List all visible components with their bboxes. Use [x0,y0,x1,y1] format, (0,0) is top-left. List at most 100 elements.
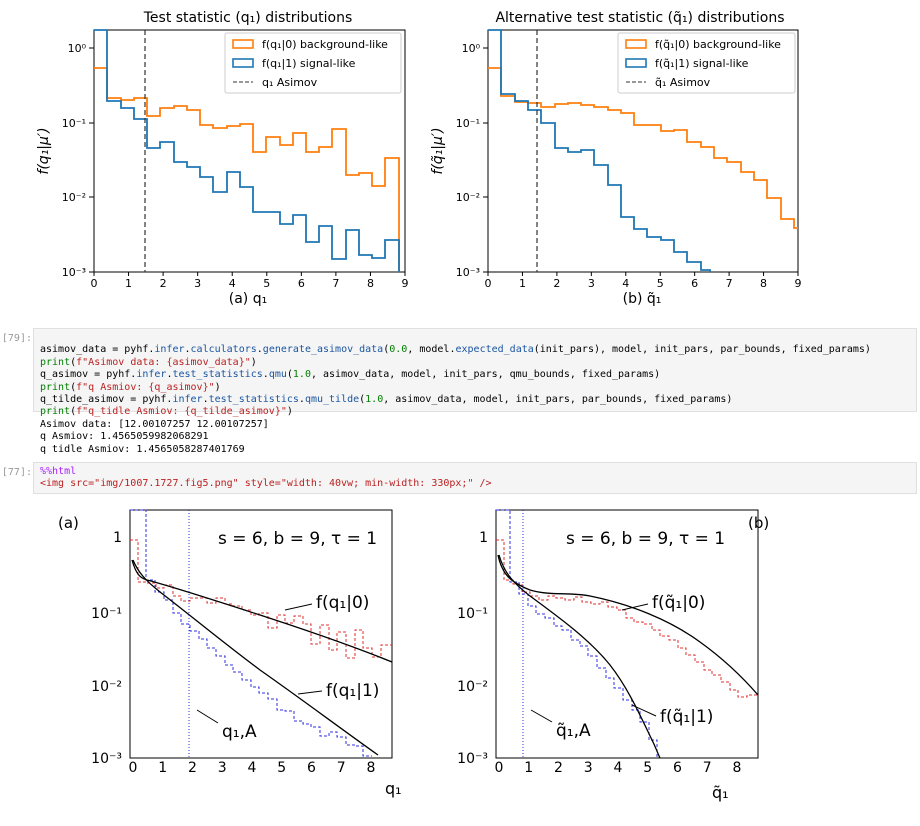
magic-line: %%html [40,466,77,477]
x-tick-label: 5 [277,760,286,776]
svg-text:10⁻³: 10⁻³ [457,751,488,767]
svg-text:10⁻³: 10⁻³ [62,266,86,279]
signal-like-histogram [94,29,400,272]
panel-label: (a) [58,514,79,532]
x-tick-label: 3 [584,760,593,776]
annotation: s = 6, b = 9, τ = 1 [566,529,725,549]
background-curve [131,559,393,663]
x-tick-label: 0 [495,760,504,776]
svg-text:10⁰: 10⁰ [68,42,87,55]
label-asimov: q̃₁,A [556,721,591,741]
x-axis-label: q̃₁ [712,783,729,802]
x-tick-label: 5 [643,760,652,776]
x-axis: 0 1 2 3 4 5 6 7 8 [129,760,376,776]
img-line: <img src="img/1007.1727.fig5.png" style=… [40,478,492,490]
x-axis: 0 1 2 3 4 5 6 7 8 9 [91,272,409,290]
y-axis: 1 10⁻¹ 10⁻² 10⁻³ [91,530,122,767]
arrow [530,709,553,723]
background-hist [130,539,392,659]
background-like-histogram [488,67,798,229]
label-signal: f(q₁|1) [326,681,379,701]
y-axis: 10⁰ 10⁻¹ 10⁻² 10⁻³ [62,42,94,279]
signal-like-histogram [488,29,711,272]
background-curve [497,554,759,696]
output-line: q Asmiov: 1.4565059982068291 [40,431,209,443]
x-tick-label: 3 [218,760,227,776]
plot-title: Test statistic (q₁) distributions [143,10,353,26]
signal-curve [498,554,661,759]
x-tick-label: 4 [614,760,623,776]
x-tick-label: 1 [524,760,533,776]
top-right-plot: Alternative test statistic (q̃₁) distrib… [430,10,802,307]
svg-text:10⁻³: 10⁻³ [456,266,480,279]
legend-background: f(q₁|0) background-like [262,38,388,51]
x-tick-label: 4 [622,277,629,290]
x-axis: 0 1 2 3 4 5 6 7 8 [495,760,742,776]
arrow [621,603,649,611]
x-tick-label: 0 [91,277,98,290]
signal-curve [132,559,379,756]
x-axis-label: (a) q₁ [229,291,267,307]
legend: f(q̃₁|0) background-like f(q̃₁|1) signal… [617,32,796,94]
y-axis: 10⁰ 10⁻¹ 10⁻² 10⁻³ [456,42,488,279]
x-tick-label: 3 [588,277,595,290]
x-tick-label: 5 [263,277,270,290]
plot-frame [487,29,799,273]
y-axis-label: f(q̃₁|μ′) [430,127,446,174]
svg-text:1: 1 [113,530,122,546]
x-tick-label: 2 [188,760,197,776]
plot-frame [129,509,393,759]
x-axis: 0 1 2 3 4 5 6 7 8 9 [485,272,802,290]
y-axis-label: f(q₁|μ′) [36,127,52,174]
output-line: Asimov data: [12.00107257 12.00107257] [40,419,269,430]
x-tick-label: 8 [367,277,374,290]
legend-background: f(q̃₁|0) background-like [655,38,781,51]
x-tick-label: 6 [298,277,305,290]
svg-text:10⁰: 10⁰ [462,42,481,55]
plot-frame [495,509,759,759]
code-cell-77[interactable]: %%html <img src="img/1007.1727.fig5.png" … [33,462,917,494]
x-tick-label: 2 [553,277,560,290]
legend-asimov: q̃₁ Asimov [655,76,711,89]
x-tick-label: 0 [485,277,492,290]
signal-hist [496,509,658,758]
x-tick-label: 2 [554,760,563,776]
annotation: s = 6, b = 9, τ = 1 [218,529,377,549]
code-line: print(f"q_tidle Asmiov: {q_tilde_asimov}… [40,406,293,418]
bottom-left-plot: (a) 1 10⁻¹ 10⁻² 10⁻³ 0 1 2 3 4 5 6 7 8 q₁ s = 6,… [58,509,402,798]
arrow [196,709,219,724]
arrow [284,603,313,611]
code-line: print(f"q Asmiov: {q_asimov}") [40,381,221,393]
legend: f(q₁|0) background-like f(q₁|1) signal-l… [224,32,402,94]
bottom-right-plot: (b) 1 10⁻¹ 10⁻² 10⁻³ 0 1 2 3 4 5 6 7 8 q̃₁ s = 6… [457,509,769,802]
code-cell-79[interactable]: asimov_data = pyhf.infer.calculators.gen… [33,328,917,417]
label-signal: f(q̃₁|1) [660,707,713,727]
output-line: q tidle Asmiov: 1.4565058287401769 [40,443,245,455]
y-axis: 1 10⁻¹ 10⁻² 10⁻³ [457,530,488,767]
x-axis-label: q₁ [385,779,402,798]
label-background: f(q₁|0) [316,593,369,613]
svg-text:10⁻¹: 10⁻¹ [91,606,122,622]
svg-text:10⁻²: 10⁻² [91,679,122,695]
x-tick-label: 6 [307,760,316,776]
signal-hist [130,509,372,757]
background-like-histogram [94,67,400,271]
x-tick-label: 8 [760,277,767,290]
svg-text:10⁻¹: 10⁻¹ [456,117,480,130]
x-axis-label: (b) q̃₁ [623,291,662,307]
x-tick-label: 8 [733,760,742,776]
svg-text:10⁻²: 10⁻² [457,679,488,695]
svg-text:10⁻¹: 10⁻¹ [457,606,488,622]
x-tick-label: 7 [703,760,712,776]
x-tick-label: 6 [691,277,698,290]
cell-prompt: [79]: [1,333,32,344]
x-tick-label: 7 [332,277,339,290]
x-tick-label: 1 [519,277,526,290]
arrow [297,690,323,695]
code-line: print(f"Asimov data: {asimov_data}") [40,356,257,368]
x-tick-label: 4 [248,760,257,776]
plot-title: Alternative test statistic (q̃₁) distrib… [495,10,784,26]
svg-text:10⁻¹: 10⁻¹ [62,117,86,130]
svg-text:1: 1 [479,530,488,546]
panel-label: (b) [748,514,769,532]
